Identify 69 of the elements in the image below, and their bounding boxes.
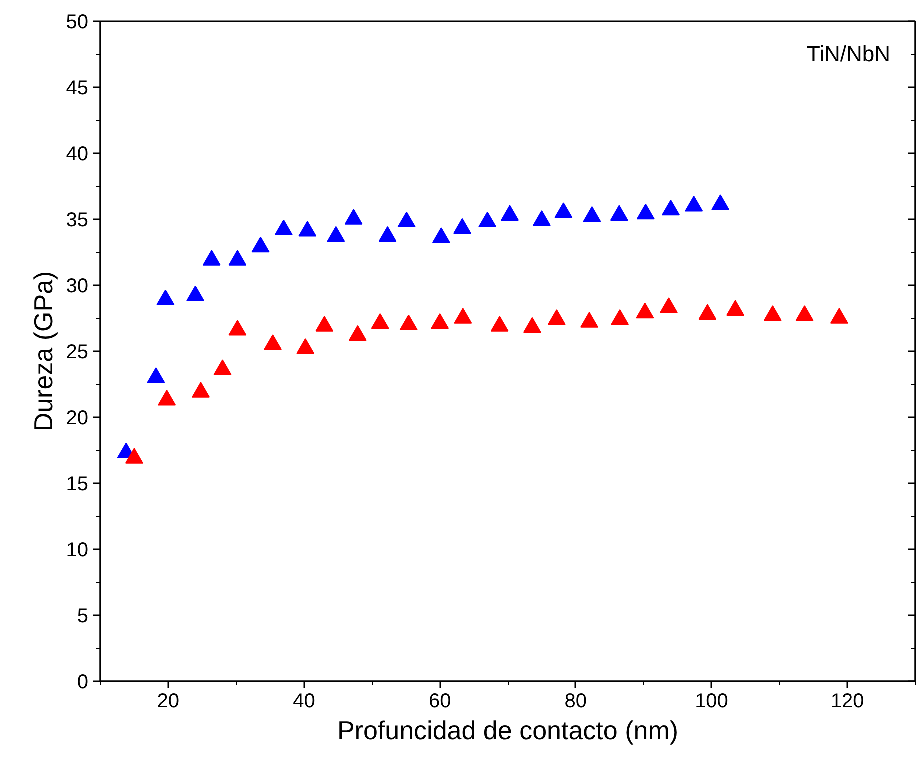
point	[252, 236, 270, 253]
point	[296, 338, 315, 354]
x-tick-label: 20	[157, 690, 180, 712]
point	[344, 209, 363, 225]
point	[698, 304, 717, 320]
point	[580, 312, 598, 328]
y-tick-label: 50	[66, 12, 89, 34]
y-tick-label: 15	[66, 474, 89, 496]
x-tick-label: 80	[564, 690, 588, 712]
point	[662, 200, 680, 216]
y-tick-label: 30	[66, 276, 89, 298]
point	[274, 220, 293, 236]
x-tick-label: 40	[293, 690, 316, 712]
point	[202, 250, 221, 266]
point	[660, 298, 678, 314]
y-tick-label: 25	[66, 342, 89, 364]
point	[478, 212, 497, 228]
point	[830, 308, 848, 324]
point	[796, 306, 814, 322]
point	[554, 202, 573, 218]
point	[453, 218, 472, 234]
point	[610, 205, 628, 221]
point	[228, 320, 247, 336]
point	[348, 325, 367, 342]
annotation: TiN/NbN	[806, 42, 891, 66]
y-tick-label: 45	[66, 78, 89, 100]
y-tick-label: 35	[66, 210, 89, 232]
point	[398, 212, 416, 228]
point	[764, 306, 782, 322]
x-tick-label: 60	[428, 690, 452, 712]
point	[454, 308, 472, 324]
point	[523, 317, 542, 334]
point	[378, 226, 397, 242]
point	[192, 382, 210, 398]
x-axis-title: Profuncidad de contacto (nm)	[337, 716, 679, 746]
point	[636, 302, 654, 319]
x-tick-label: 100	[695, 690, 728, 712]
point	[685, 196, 704, 212]
point	[431, 313, 450, 330]
point	[327, 226, 346, 242]
point	[432, 228, 450, 244]
y-tick-label: 0	[77, 672, 88, 694]
point	[611, 310, 630, 326]
point	[264, 334, 282, 350]
x-tick-label: 120	[830, 690, 864, 712]
y-axis-title: Dureza (GPa)	[28, 271, 58, 432]
point	[125, 448, 144, 464]
point	[636, 204, 655, 220]
point	[298, 221, 317, 237]
point	[158, 390, 176, 406]
point	[490, 316, 509, 332]
point	[228, 250, 247, 266]
point	[501, 205, 520, 221]
point	[316, 316, 334, 332]
point	[548, 310, 566, 326]
y-tick-label: 10	[66, 540, 89, 562]
point	[726, 300, 745, 316]
point	[583, 206, 602, 222]
point	[712, 194, 730, 210]
y-tick-label: 40	[66, 144, 89, 166]
point	[147, 368, 166, 384]
y-tick-label: 20	[66, 408, 89, 430]
point	[186, 286, 205, 302]
point	[371, 313, 390, 330]
point	[532, 210, 551, 226]
point	[400, 314, 418, 331]
y-tick-label: 5	[77, 606, 88, 628]
point	[156, 290, 175, 306]
point	[214, 360, 232, 376]
